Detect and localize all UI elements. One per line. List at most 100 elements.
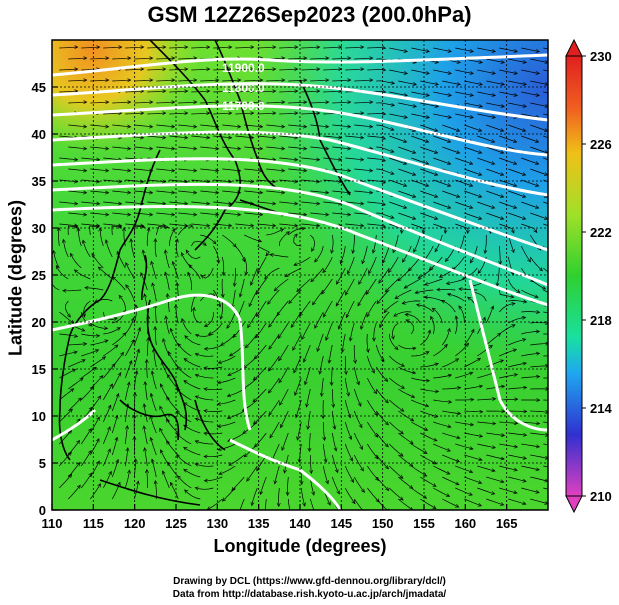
- streamline-arrow: [366, 278, 377, 294]
- streamline-arrow: [126, 285, 135, 302]
- streamline-arrow: [376, 432, 388, 447]
- streamline-arrow: [178, 191, 196, 193]
- streamline-arrow: [464, 411, 482, 412]
- streamline-arrow: [68, 102, 86, 103]
- streamline-arrow: [455, 344, 468, 357]
- streamline-arrow: [455, 113, 473, 118]
- streamline-arrow: [398, 146, 415, 153]
- streamline-arrow: [112, 102, 130, 103]
- streamline-arrow: [354, 344, 355, 363]
- streamline-arrow: [530, 432, 548, 435]
- streamline-arrow: [244, 80, 262, 81]
- streamline-arrow: [155, 226, 168, 236]
- streamline-arrow: [398, 498, 412, 510]
- streamline-arrow: [168, 462, 179, 478]
- streamline-arrow: [477, 487, 494, 494]
- streamline-arrow: [169, 91, 187, 92]
- streamline-arrow: [344, 399, 350, 417]
- coastlines: [58, 40, 351, 506]
- streamline-arrow: [200, 147, 218, 149]
- streamline-arrow: [155, 327, 156, 346]
- streamline-arrow: [389, 399, 403, 411]
- streamline-arrow: [499, 422, 517, 423]
- streamline-arrow: [530, 256, 542, 271]
- streamline-arrow: [213, 91, 231, 92]
- streamline-arrow: [151, 262, 157, 280]
- streamline-arrow: [261, 476, 267, 494]
- streamline-arrow: [68, 486, 80, 500]
- streamline-arrow: [346, 278, 355, 295]
- streamline-arrow: [361, 311, 368, 329]
- streamline-arrow: [398, 80, 416, 85]
- streamline-arrow: [81, 387, 93, 401]
- streamline-arrow: [386, 278, 399, 292]
- streamline-arrow: [455, 91, 473, 96]
- x-tick-label: 130: [206, 516, 228, 531]
- streamline-arrow: [344, 487, 354, 503]
- streamline-arrow: [348, 256, 355, 274]
- streamline-arrow: [442, 329, 449, 346]
- streamline-arrow: [227, 311, 236, 328]
- streamline-arrow: [134, 58, 152, 59]
- streamline-arrow: [345, 158, 363, 160]
- streamline-arrow: [477, 465, 494, 471]
- chart-title: GSM 12Z26Sep2023 (200.0hPa): [147, 2, 472, 27]
- streamline-arrow: [156, 102, 174, 103]
- colorbar-tick-label: 222: [590, 225, 612, 240]
- streamline-arrow: [521, 377, 539, 378]
- streamlines: [52, 47, 548, 510]
- streamline-arrow: [433, 91, 451, 96]
- streamline-arrow: [442, 432, 459, 438]
- streamline-arrow: [166, 316, 170, 335]
- streamline-arrow: [521, 113, 539, 118]
- y-tick-label: 35: [32, 174, 46, 189]
- streamline-arrow: [499, 179, 516, 186]
- streamline-arrow: [257, 69, 275, 70]
- streamline-arrow: [156, 147, 174, 149]
- streamline-arrow: [389, 223, 402, 233]
- streamline-arrow: [147, 224, 165, 226]
- streamline-arrow: [191, 240, 206, 247]
- streamline-arrow: [508, 454, 526, 459]
- streamline-arrow: [406, 315, 421, 324]
- streamline-arrow: [416, 289, 434, 293]
- streamline-arrow: [411, 113, 429, 118]
- streamline-arrow: [213, 47, 231, 48]
- streamline-arrow: [411, 443, 426, 453]
- streamline-arrow: [147, 69, 165, 70]
- streamline-arrow: [345, 69, 363, 70]
- streamline-arrow: [59, 47, 77, 48]
- streamline-arrow: [294, 256, 311, 265]
- streamline-arrow: [530, 411, 548, 412]
- streamline-arrow: [543, 179, 548, 183]
- x-tick-label: 145: [330, 516, 352, 531]
- streamline-arrow: [369, 256, 377, 273]
- streamline-arrow: [367, 300, 377, 317]
- streamline-arrow: [508, 58, 526, 63]
- streamline-arrow: [266, 169, 284, 171]
- streamline-arrow: [464, 498, 481, 506]
- streamline-arrow: [389, 256, 399, 272]
- streamline-arrow: [64, 240, 69, 258]
- streamline-arrow: [59, 333, 77, 336]
- streamline-arrow: [384, 300, 399, 312]
- streamline-arrow: [113, 277, 126, 291]
- streamline-arrow: [90, 484, 100, 500]
- streamline-arrow: [322, 443, 326, 462]
- streamline-arrow: [499, 69, 517, 74]
- streamline-arrow: [191, 224, 209, 226]
- x-tick-label: 150: [372, 516, 394, 531]
- streamline-arrow: [184, 469, 201, 478]
- streamline-arrow: [389, 157, 406, 164]
- streamline-arrow: [308, 410, 311, 429]
- streamline-arrow: [269, 399, 280, 415]
- streamline-arrow: [477, 422, 495, 424]
- streamline-arrow: [258, 256, 267, 273]
- streamline-arrow: [119, 296, 126, 313]
- streamline-arrow: [171, 483, 179, 500]
- streamline-arrow: [543, 69, 548, 72]
- streamline-arrow: [147, 136, 165, 138]
- streamline-arrow: [81, 47, 99, 48]
- streamline-arrow: [403, 300, 421, 304]
- streamline-arrow: [323, 158, 341, 160]
